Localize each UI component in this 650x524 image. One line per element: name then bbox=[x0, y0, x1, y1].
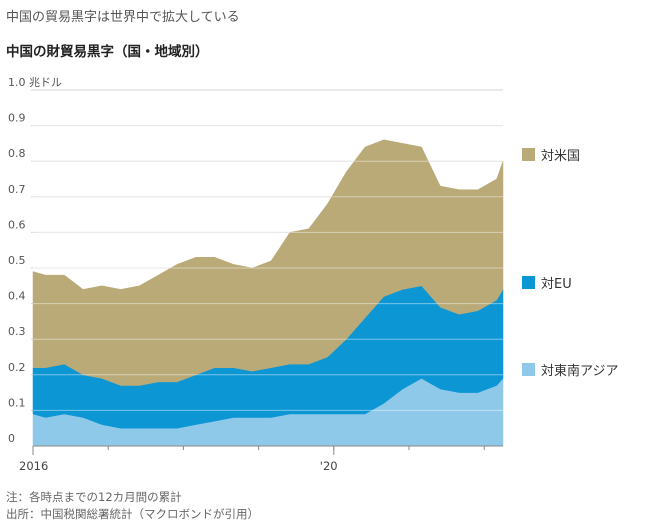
x-tick-label: '20 bbox=[320, 459, 338, 473]
y-tick-label: 0.1 bbox=[8, 396, 26, 409]
stacked-area-chart: 0 0.1 0.2 0.3 0.4 0.5 0.6 0.7 0.8 0.9 1.0 兆ドル 2016 '… bbox=[8, 76, 618, 473]
y-tick-label: 0.3 bbox=[8, 325, 26, 338]
chart-note: 注：各時点までの12カ月間の累計 bbox=[6, 490, 182, 504]
chart-source: 出所：中国税関総署統計（マクロボンドが引用） bbox=[6, 507, 259, 521]
y-tick-label: 0 bbox=[8, 432, 15, 445]
y-tick-label: 0.2 bbox=[8, 361, 26, 374]
y-tick-label: 0.8 bbox=[8, 147, 26, 160]
area-bands bbox=[32, 139, 504, 447]
legend-label: 対米国 bbox=[541, 149, 580, 164]
headline: 中国の貿易黒字は世界中で拡大している bbox=[6, 10, 240, 25]
chart-title: 中国の財貿易黒字（国・地域別） bbox=[6, 44, 209, 60]
gridlines-overlay bbox=[33, 125, 503, 411]
axes: 0 0.1 0.2 0.3 0.4 0.5 0.6 0.7 0.8 0.9 1.0 兆ドル 2016 '… bbox=[8, 76, 503, 473]
y-tick-label: 0.9 bbox=[8, 112, 26, 125]
y-tick-label: 0.6 bbox=[8, 218, 26, 231]
y-tick-label: 0.5 bbox=[8, 254, 26, 267]
x-tick-label: 2016 bbox=[19, 459, 48, 473]
y-unit-label: 1.0 兆ドル bbox=[8, 76, 62, 89]
legend-swatch bbox=[522, 276, 535, 289]
legend-label: 対EU bbox=[541, 277, 572, 292]
legend-swatch bbox=[522, 148, 535, 161]
legend-label: 対東南アジア bbox=[541, 363, 618, 379]
legend-swatch bbox=[522, 363, 535, 376]
y-tick-label: 0.4 bbox=[8, 290, 26, 303]
y-tick-label: 0.7 bbox=[8, 183, 26, 196]
area-band-3 bbox=[32, 139, 504, 386]
